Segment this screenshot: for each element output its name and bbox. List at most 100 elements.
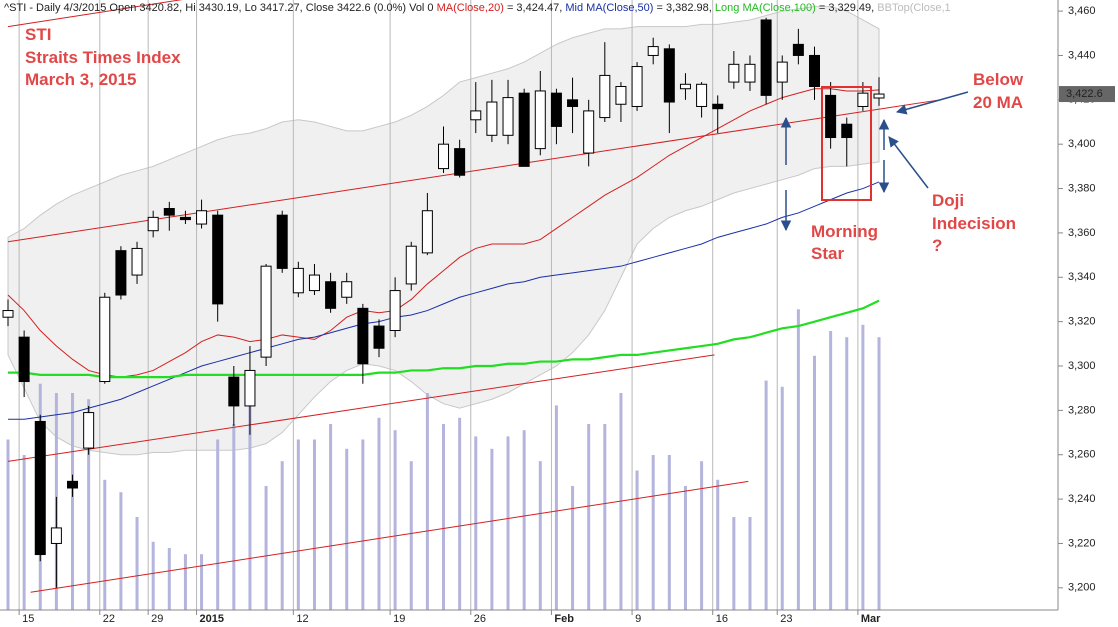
legend-ma100: MA(Close,100) [742, 2, 815, 14]
volume-bar [635, 470, 639, 610]
volume-bar [119, 492, 123, 610]
candle-body [389, 290, 401, 332]
candle-body [857, 92, 869, 107]
x-tick-label: Mar [861, 613, 881, 625]
x-tick-label: 22 [103, 613, 115, 625]
volume-bar [538, 461, 542, 610]
candle-body [357, 307, 369, 365]
x-tick-label: 2015 [200, 613, 224, 625]
candle-body [825, 94, 837, 139]
candle-body [308, 274, 320, 292]
candle-body [50, 527, 62, 544]
volume-bar [200, 554, 204, 610]
volume-bar [425, 393, 429, 610]
candle-body [83, 412, 95, 449]
candle-body [421, 210, 433, 254]
volume-bar [6, 439, 10, 610]
annotation: Straits Times Index [25, 48, 181, 67]
legend-ma50: MA(Close,50) [586, 2, 653, 14]
header-label: Long [715, 2, 739, 14]
plot-area [2, 0, 941, 610]
arrow [895, 91, 969, 115]
ma-line [8, 299, 880, 379]
arrows [780, 91, 969, 232]
volume-bar [554, 405, 558, 610]
volume-bar [329, 424, 333, 610]
volume-bar [571, 486, 575, 610]
candle-body [115, 250, 127, 296]
annotation: Indecision [932, 214, 1016, 233]
y-tick-label: 3,380 [1068, 182, 1096, 194]
volume-bar [700, 461, 704, 610]
candle-body [583, 110, 595, 154]
volume-bar [393, 430, 397, 610]
candle-body [615, 86, 627, 105]
y-tick-label: 3,240 [1068, 493, 1096, 505]
y-tick-label: 3,200 [1068, 582, 1096, 594]
x-tick-label: 23 [780, 613, 792, 625]
arrow [888, 136, 929, 189]
volume-bar [280, 461, 284, 610]
volume-bar [87, 399, 91, 610]
candle-body [373, 325, 385, 349]
y-tick-label: 3,460 [1068, 5, 1096, 17]
candle-body [470, 110, 482, 121]
volume-bar [345, 448, 349, 610]
candle-body [438, 143, 450, 170]
volume-bar [458, 417, 462, 610]
trendline [30, 480, 749, 593]
price-tag-label: 3,422.6 [1066, 88, 1103, 100]
header-value: = 3,382.98, [656, 2, 711, 14]
header-value: = 3,424.47, [507, 2, 562, 14]
ma-line [8, 181, 880, 420]
volume-bar [151, 541, 155, 610]
candle-body [599, 74, 611, 119]
volume-bar [248, 399, 252, 610]
annotation: STI [25, 25, 51, 44]
x-tick-label: 12 [296, 613, 308, 625]
volume-bar [167, 548, 171, 610]
annotation: Doji [932, 191, 964, 210]
candle-body [292, 267, 304, 294]
volume-bar [829, 331, 833, 610]
candle-body [873, 93, 885, 99]
volume-bar [861, 324, 865, 610]
volume-bar [813, 355, 816, 610]
volume-bar [683, 486, 687, 610]
volume-bar [296, 439, 300, 610]
candle-body [631, 66, 643, 107]
candle-body [212, 214, 224, 305]
y-tick-label: 3,260 [1068, 449, 1096, 461]
x-tick-label: 16 [716, 613, 728, 625]
volume-bar [312, 439, 316, 610]
volume-bar [409, 461, 413, 610]
legend-band: BBTop(Close,1 [877, 2, 950, 14]
volume-bar [216, 439, 220, 610]
candle-body [276, 214, 288, 269]
candle-body [518, 92, 530, 167]
volume-bar [732, 517, 736, 610]
header-value: = 3,329.49, [819, 2, 874, 14]
candle-body [260, 265, 272, 358]
candle-body [147, 216, 159, 232]
volume-bar [361, 439, 365, 610]
annotation: ? [932, 236, 942, 255]
volume-bar [490, 448, 494, 610]
trendline [7, 0, 183, 28]
candle-body [502, 97, 514, 136]
volume-bar [264, 486, 268, 610]
candle-body [18, 336, 30, 383]
candle-body [244, 369, 256, 407]
candle-body [99, 296, 111, 383]
annotation: Morning [811, 222, 878, 241]
candle-body [454, 148, 466, 176]
volume-bar [651, 455, 655, 610]
volume-bar [764, 380, 768, 610]
volume-bar [183, 554, 187, 610]
volume-bar [442, 424, 446, 610]
candle-body [196, 210, 208, 225]
volume-bar [667, 455, 671, 610]
candle-body [67, 480, 79, 489]
candle-body [792, 43, 804, 56]
highlight-box [821, 86, 872, 201]
